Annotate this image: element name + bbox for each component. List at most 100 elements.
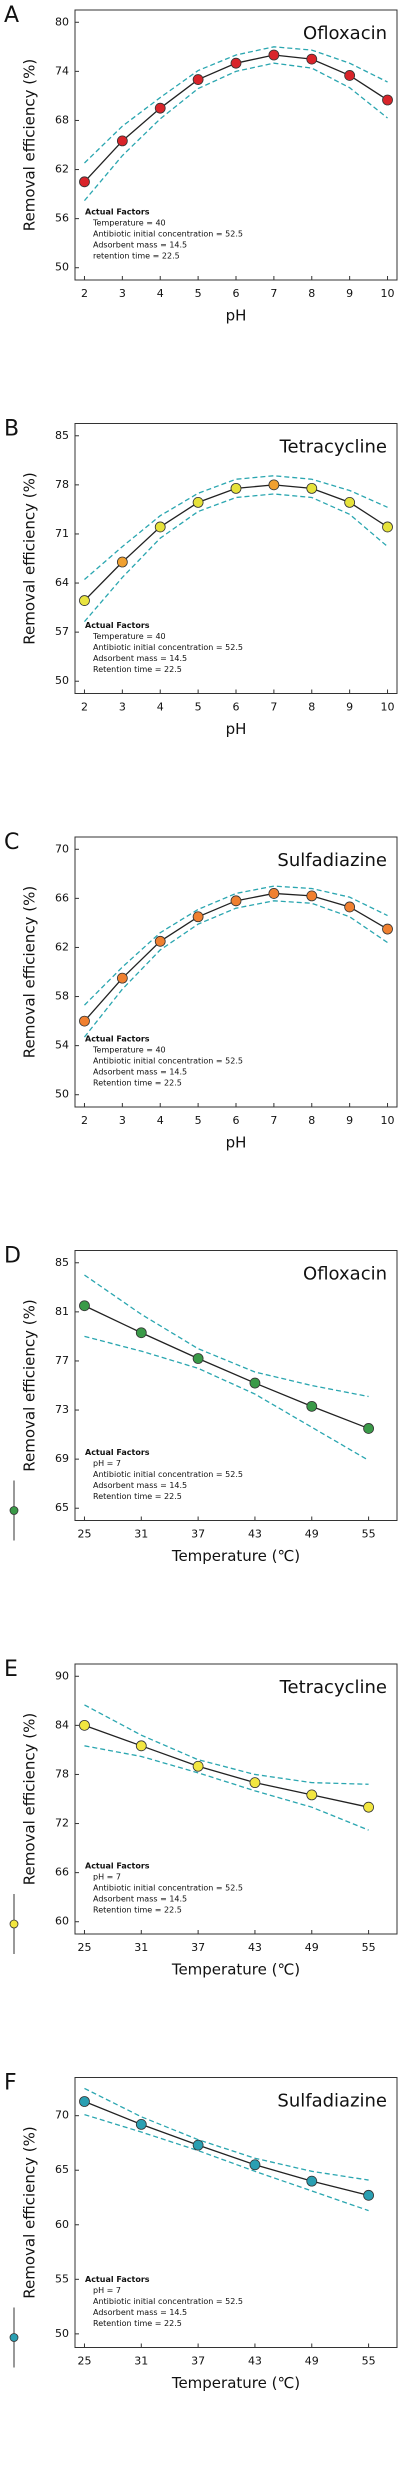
x-tick-label: 25	[77, 1528, 91, 1541]
design-point	[268, 479, 280, 491]
x-tick-label: 7	[270, 1114, 277, 1127]
factor-note: Actual Factors	[85, 1035, 150, 1044]
factor-note: pH = 7	[93, 1873, 121, 1882]
x-tick-label: 55	[362, 2355, 376, 2368]
y-tick-label: 54	[55, 1039, 69, 1052]
y-tick-label: 78	[55, 478, 69, 491]
x-tick-label: 43	[248, 2355, 262, 2368]
chart-title: Tetracycline	[279, 437, 387, 458]
design-point	[79, 1015, 90, 1027]
x-axis-label: Temperature (℃)	[171, 1547, 300, 1565]
confidence-band	[84, 2113, 369, 2212]
y-tick-label: 60	[55, 1915, 69, 1928]
y-tick-label: 84	[55, 1718, 69, 1731]
factor-note: Adsorbent mass = 14.5	[93, 241, 187, 250]
confidence-band	[84, 885, 388, 1006]
x-tick-label: 37	[191, 2355, 205, 2368]
x-tick-label: 49	[305, 1528, 319, 1541]
x-tick-label: 4	[157, 1114, 164, 1127]
y-tick-label: 57	[55, 625, 69, 638]
panel-label: E	[4, 1657, 18, 1682]
x-tick-label: 43	[248, 1941, 262, 1954]
panel-label: C	[4, 830, 19, 855]
x-tick-label: 5	[195, 287, 202, 300]
y-tick-label: 64	[55, 576, 69, 589]
chart-panel: E Tetracycline 60 66 72 78 84 90 25 31 37 43 49 55 Tem…	[4, 1657, 398, 1979]
y-tick-label: 60	[55, 2218, 69, 2231]
design-point	[382, 521, 393, 533]
x-axis-label: Temperature (℃)	[171, 1961, 300, 1979]
factor-note: Antibiotic initial concentration = 52.5	[93, 230, 243, 239]
x-tick-label: 8	[308, 701, 315, 714]
y-tick-label: 74	[55, 64, 69, 77]
x-tick-label: 9	[346, 701, 353, 714]
x-tick-label: 9	[346, 287, 353, 300]
y-tick-label: 73	[55, 1403, 69, 1416]
x-tick-label: 3	[119, 1114, 126, 1127]
y-axis-label: Removal efficiency (%)	[21, 2126, 39, 2299]
y-tick-label: 65	[55, 2163, 69, 2176]
x-tick-label: 10	[381, 1114, 395, 1127]
design-point	[192, 911, 204, 923]
design-marker	[9, 1919, 19, 1929]
design-point	[154, 102, 166, 114]
y-tick-label: 66	[55, 1866, 69, 1879]
fit-line	[83, 892, 388, 1022]
x-tick-label: 25	[77, 2355, 91, 2368]
x-tick-label: 10	[381, 287, 395, 300]
y-tick-label: 77	[55, 1354, 69, 1367]
y-tick-label: 62	[55, 163, 69, 176]
y-axis-label: Removal efficiency (%)	[21, 1713, 39, 1886]
panel-label: B	[4, 417, 19, 442]
design-point	[306, 1789, 318, 1801]
design-point	[116, 556, 128, 568]
chart-panel: F Sulfadiazine 50 55 60 65 70 25 31 37 43 49 55 Tempe…	[4, 2071, 398, 2392]
factor-note: Antibiotic initial concentration = 52.5	[93, 643, 243, 652]
confidence-band	[84, 475, 388, 581]
confidence-band	[83, 493, 388, 623]
factor-note: Antibiotic initial concentration = 52.5	[93, 1884, 243, 1893]
design-point	[135, 1740, 147, 1752]
x-tick-label: 43	[248, 1528, 262, 1541]
design-point	[363, 1423, 374, 1434]
fit-line	[84, 2100, 369, 2196]
y-tick-label: 65	[55, 1501, 69, 1514]
y-tick-label: 71	[55, 527, 69, 540]
factor-note: pH = 7	[93, 1459, 121, 1468]
factor-note: pH = 7	[93, 2286, 121, 2295]
y-axis-label: Removal efficiency (%)	[21, 472, 39, 645]
design-point	[192, 2139, 204, 2151]
y-tick-label: 50	[55, 674, 69, 687]
fit-line	[84, 1305, 369, 1430]
design-point	[192, 74, 204, 85]
plot-frame	[74, 1250, 398, 1521]
factor-note: Actual Factors	[85, 208, 150, 217]
factor-note: Adsorbent mass = 14.5	[93, 654, 187, 663]
design-point	[249, 1377, 261, 1389]
design-point	[230, 895, 242, 907]
x-tick-label: 49	[305, 2355, 319, 2368]
design-point	[192, 496, 204, 508]
y-tick-label: 85	[55, 1256, 69, 1269]
chart-title: Ofloxacin	[303, 23, 387, 44]
x-axis-label: Temperature (℃)	[171, 2374, 300, 2392]
x-tick-label: 31	[134, 2355, 148, 2368]
design-point	[135, 1327, 147, 1339]
x-tick-label: 31	[134, 1941, 148, 1954]
x-tick-label: 5	[195, 1114, 202, 1127]
design-point	[249, 2159, 261, 2171]
design-point	[154, 521, 166, 533]
y-tick-label: 58	[55, 990, 69, 1003]
factor-note: Temperature = 40	[92, 1046, 166, 1055]
design-marker	[9, 2333, 19, 2342]
y-tick-label: 78	[55, 1767, 69, 1780]
design-point	[79, 595, 90, 606]
design-point	[154, 935, 166, 947]
confidence-band	[84, 2087, 369, 2181]
factor-note: Actual Factors	[85, 621, 150, 630]
fit-line	[84, 1724, 369, 1808]
design-point	[306, 890, 318, 902]
y-tick-label: 72	[55, 1817, 69, 1830]
y-tick-label: 62	[55, 940, 69, 953]
chart-title: Ofloxacin	[303, 1264, 387, 1285]
